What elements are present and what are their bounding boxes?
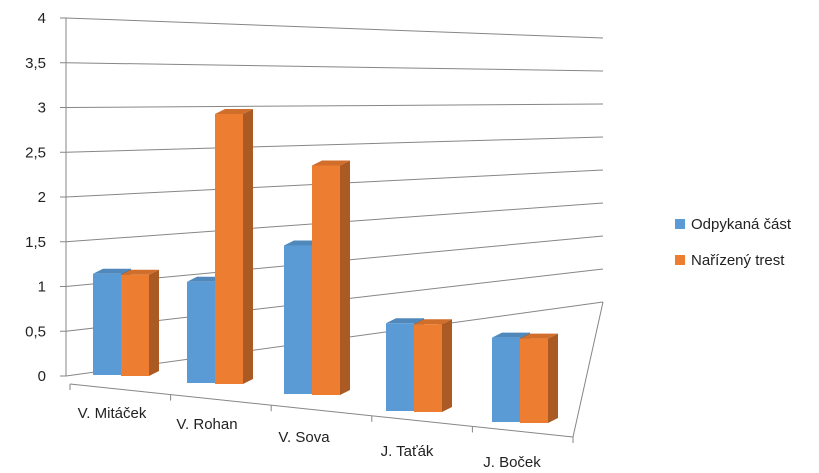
y-tick-label: 0 (38, 368, 46, 385)
y-tick-label: 3 (38, 100, 46, 117)
bar-series-1-top (492, 332, 530, 338)
x-tick-label: V. Sova (278, 429, 330, 446)
x-axis-tick-labels: V. Mitáček V. Rohan V. Sova J. Taťák J. Boče… (78, 405, 542, 471)
bar-series-2-side (340, 160, 350, 395)
axes (60, 17, 604, 443)
bar-series-2-top (121, 269, 159, 275)
y-tick-label: 3,5 (25, 55, 46, 72)
bars (93, 109, 558, 423)
bar-series-2-top (414, 319, 452, 325)
bar-series-2-front (215, 114, 243, 384)
bar-series-2-top (312, 160, 350, 166)
bar-series-1-front (187, 281, 215, 383)
legend: Odpykaná část Nařízený trest (675, 213, 791, 285)
y-tick-label: 0,5 (25, 323, 46, 340)
bar-series-1-front (492, 337, 520, 422)
bar-series-2-side (442, 319, 452, 412)
legend-swatch-series-1 (675, 219, 685, 229)
y-axis-tick-labels: 0 0,5 1 1,5 2 2,5 3 3,5 4 (25, 10, 46, 385)
bar-series-1-front (386, 323, 414, 411)
x-tick-label: V. Mitáček (78, 405, 147, 422)
x-tick-label: V. Rohan (176, 416, 237, 433)
gridline (65, 136, 604, 153)
gridline (65, 62, 604, 72)
y-tick-label: 4 (38, 10, 46, 27)
y-tick-label: 2,5 (25, 144, 46, 161)
bar-series-2-front (414, 324, 442, 412)
legend-label-series-2: Nařízený trest (691, 251, 785, 269)
bar-series-2-side (149, 269, 159, 376)
gridline (65, 17, 604, 39)
bar-series-2 (312, 160, 350, 395)
bar-series-2-front (312, 165, 340, 395)
floor-side-line (572, 301, 604, 438)
bar-series-2-side (243, 109, 253, 384)
bar-series-2-front (520, 338, 548, 423)
legend-item-series-2: Nařízený trest (675, 249, 791, 271)
bar-series-1-front (93, 273, 121, 375)
bar-series-1-front (284, 245, 312, 394)
x-axis-line (69, 383, 574, 438)
y-tick-label: 1,5 (25, 234, 46, 251)
bar-series-1-top (93, 268, 131, 274)
legend-swatch-series-2 (675, 255, 685, 265)
bar-series-2 (215, 109, 253, 384)
bar-series-2 (414, 319, 452, 412)
legend-item-series-1: Odpykaná část (675, 213, 791, 235)
bar-series-2 (520, 333, 558, 423)
bar-series-1-top (386, 318, 424, 324)
bar-series-2-front (121, 274, 149, 376)
gridline (65, 103, 604, 108)
y-tick-label: 1 (38, 279, 46, 296)
y-tick-label: 2 (38, 189, 46, 206)
legend-label-series-1: Odpykaná část (691, 215, 792, 233)
bar-series-2-top (520, 333, 558, 339)
bar-series-2-top (215, 109, 253, 114)
bar-series-2 (121, 269, 159, 376)
x-tick-label: J. Taťák (381, 443, 434, 460)
x-tick-label: J. Boček (483, 454, 541, 471)
bar-series-2-side (548, 333, 558, 423)
